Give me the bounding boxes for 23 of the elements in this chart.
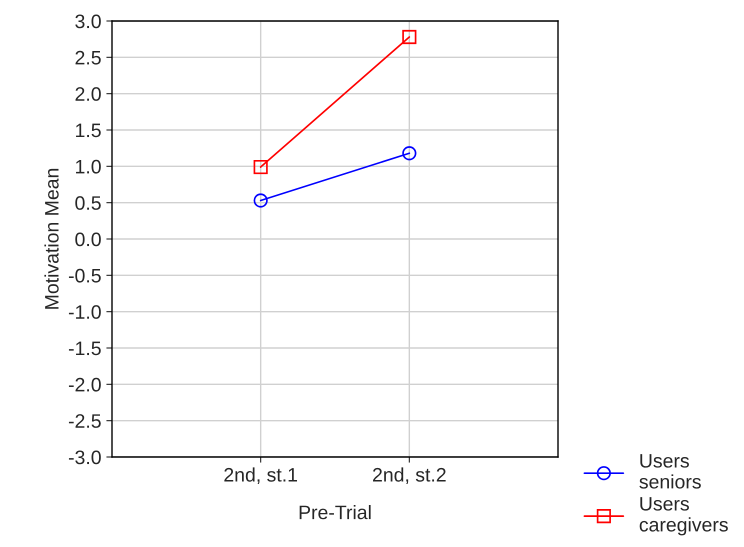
y-tick-label: 0.5 (75, 196, 101, 210)
y-tick-label: 1.0 (76, 160, 101, 174)
point (254, 193, 268, 208)
y-tick-label: 2.5 (76, 50, 101, 65)
y-tick-label: 2.0 (76, 87, 101, 101)
y-tick-label: -1.5 (68, 342, 101, 356)
x-axis-title: Pre-Trial (300, 504, 371, 520)
y-tick-label: -2.5 (68, 414, 101, 428)
point (402, 30, 416, 44)
point (254, 160, 268, 174)
y-tick-label: -2.0 (68, 378, 101, 392)
y-tick-label: -0.5 (68, 268, 101, 283)
legend-label: Users seniors (639, 454, 701, 489)
x-tick-label: 2nd, st.1 (224, 467, 298, 484)
y-axis-title: Motivation Mean (44, 168, 59, 309)
y-tick-label: -1.0 (68, 305, 101, 319)
legend-label: Users caregivers (640, 497, 728, 536)
y-tick-label: 3.0 (75, 14, 101, 28)
y-tick-label: 0.0 (75, 232, 101, 246)
y-tick-label: -3.0 (68, 450, 101, 464)
x-tick-label: 2nd, st.2 (373, 467, 446, 484)
point (402, 146, 416, 160)
y-tick-label: 1.5 (76, 124, 101, 138)
